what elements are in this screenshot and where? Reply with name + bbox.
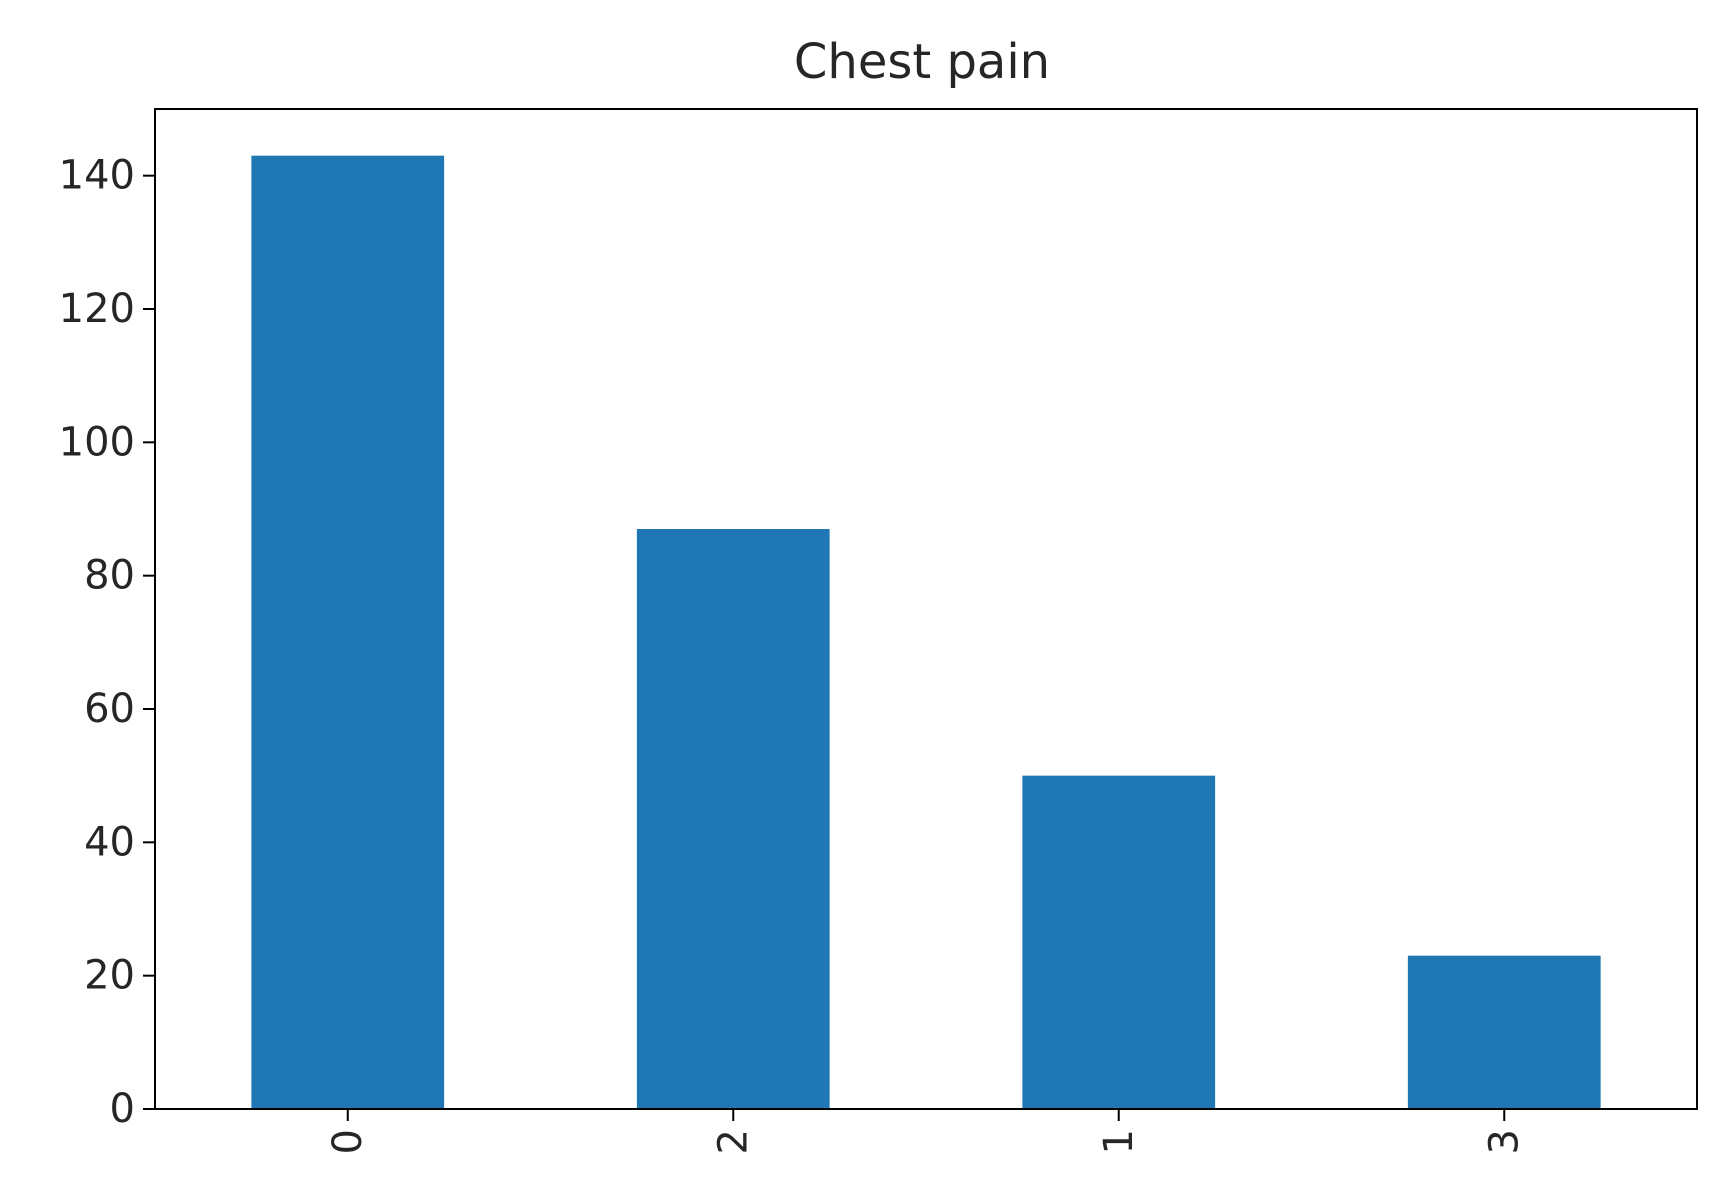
bar-0 [251,155,445,1109]
y-tick-label: 0 [110,1086,135,1132]
bar-2 [636,529,830,1109]
y-axis: 0 20 40 60 80 100 120 140 [59,153,155,1132]
bar-1 [1022,775,1216,1109]
y-tick-label: 20 [84,953,135,999]
y-tick-label: 120 [59,286,135,332]
bar-3 [1407,955,1601,1109]
x-tick-label: 1 [1096,1129,1142,1154]
y-tick-label: 100 [59,419,135,465]
y-tick-label: 140 [59,153,135,199]
x-tick-label: 3 [1481,1129,1527,1154]
plot-frame [154,108,1698,1110]
x-tick-label: 0 [325,1129,371,1154]
x-tick-label: 2 [710,1129,756,1154]
y-tick-label: 80 [84,553,135,599]
x-axis: 0 2 1 3 [325,1109,1527,1154]
chart-title: Chest pain [794,34,1050,90]
bars-layer [251,155,1601,1109]
y-tick-label: 60 [84,686,135,732]
y-tick-label: 40 [84,819,135,865]
